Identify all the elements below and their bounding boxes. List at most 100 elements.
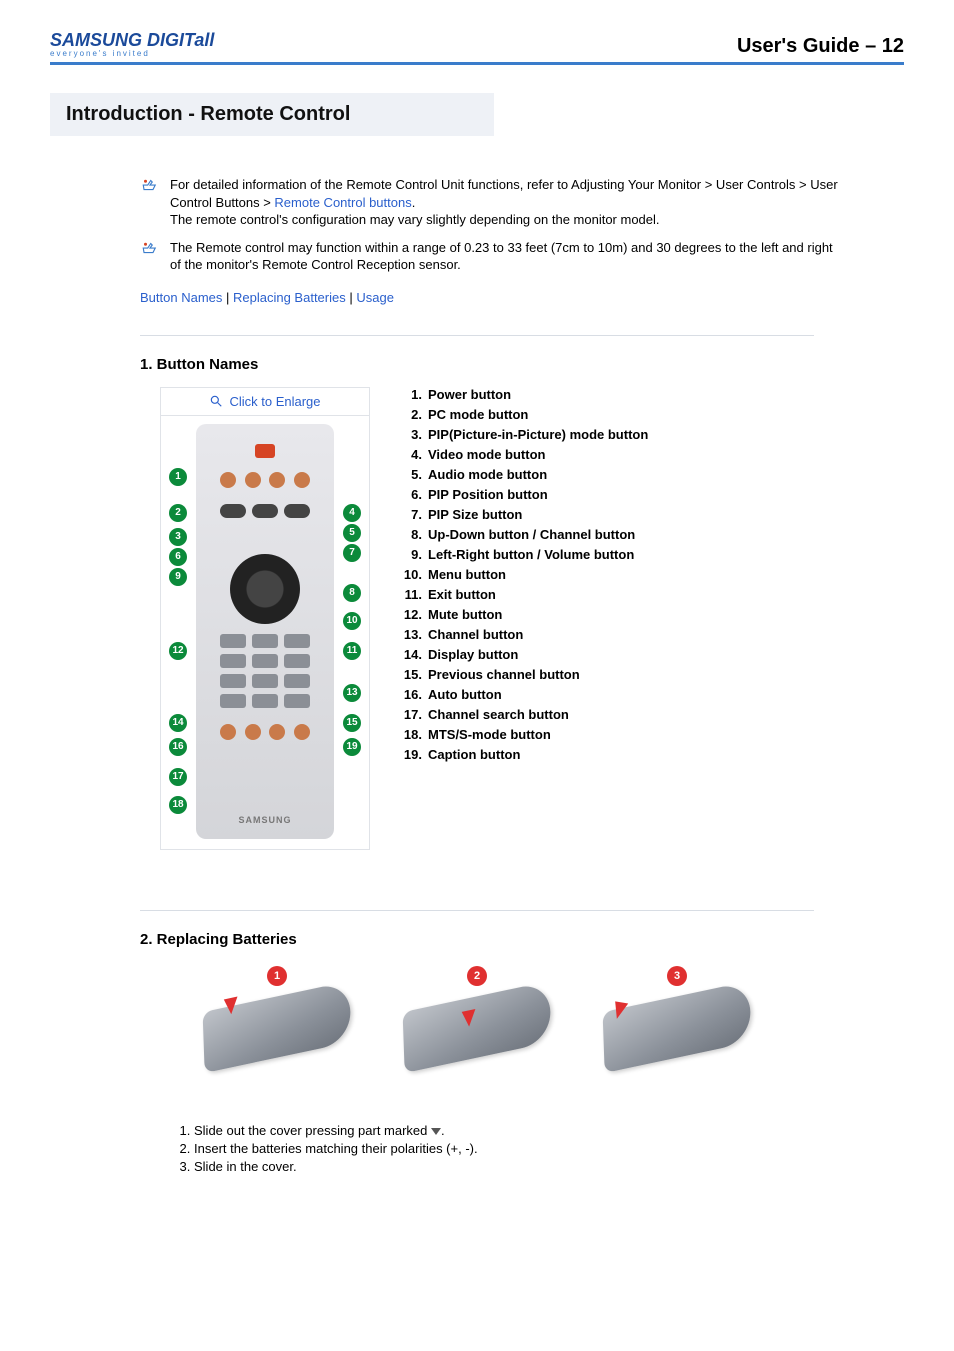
link-usage[interactable]: Usage bbox=[356, 290, 394, 305]
remote-brand-label: SAMSUNG bbox=[196, 815, 334, 825]
remote-control-buttons-link[interactable]: Remote Control buttons bbox=[274, 195, 411, 210]
section1-title: 1. Button Names bbox=[140, 356, 904, 373]
button-list-item: 5.Audio mode button bbox=[400, 467, 648, 482]
callout-badge: 10 bbox=[343, 612, 361, 630]
button-list-number: 14. bbox=[400, 647, 422, 662]
button-list-label: Left-Right button / Volume button bbox=[428, 547, 634, 562]
button-list-number: 4. bbox=[400, 447, 422, 462]
button-list-item: 4. Video mode button bbox=[400, 447, 648, 462]
button-list-number: 11. bbox=[400, 587, 422, 602]
callout-badge: 9 bbox=[169, 568, 187, 586]
battery-step-1: 1 bbox=[187, 962, 367, 1092]
brand-main: SAMSUNG DIGITall bbox=[50, 30, 214, 51]
callout-badge: 6 bbox=[169, 548, 187, 566]
badge-3: 3 bbox=[667, 966, 687, 986]
button-list-number: 7. bbox=[400, 507, 422, 522]
battery-step-3: 3 bbox=[587, 962, 767, 1092]
button-list-number: 3. bbox=[400, 427, 422, 442]
button-list-number: 12. bbox=[400, 607, 422, 622]
main-title: Introduction - Remote Control bbox=[66, 103, 478, 126]
top-rule bbox=[50, 62, 904, 65]
button-list-label: Video mode button bbox=[428, 447, 545, 462]
remote-power-key bbox=[255, 444, 275, 458]
button-list-label: MTS/S-mode button bbox=[428, 727, 551, 742]
info1-a: For detailed information of the Remote C… bbox=[170, 177, 838, 210]
badge-2: 2 bbox=[467, 966, 487, 986]
button-list-label: PIP(Picture-in-Picture) mode button bbox=[428, 427, 648, 442]
hand-point-icon bbox=[140, 176, 160, 194]
separator bbox=[140, 335, 814, 336]
click-to-enlarge-link[interactable]: Click to Enlarge bbox=[161, 388, 369, 416]
remote-dpad bbox=[230, 554, 300, 624]
callout-badge: 13 bbox=[343, 684, 361, 702]
button-list-number: 15. bbox=[400, 667, 422, 682]
button-list-number: 17. bbox=[400, 707, 422, 722]
link-button-names[interactable]: Button Names bbox=[140, 290, 222, 305]
brand-block: SAMSUNG DIGITall everyone's invited bbox=[50, 30, 214, 58]
remote-back-shape bbox=[203, 981, 352, 1073]
info-row-1: For detailed information of the Remote C… bbox=[140, 176, 844, 229]
callout-badge: 4 bbox=[343, 504, 361, 522]
sep: | bbox=[226, 290, 233, 305]
button-list-label: Power button bbox=[428, 387, 511, 402]
callout-badge: 19 bbox=[343, 738, 361, 756]
button-list-number: 10. bbox=[400, 567, 422, 582]
button-list-item: 9. Left-Right button / Volume button bbox=[400, 547, 648, 562]
button-list-label: Caption button bbox=[428, 747, 520, 762]
callout-badge: 1 bbox=[169, 468, 187, 486]
button-list-label: PIP Position button bbox=[428, 487, 548, 502]
button-list-item: 17. Channel search button bbox=[400, 707, 648, 722]
callout-badge: 8 bbox=[343, 584, 361, 602]
info1-b: . bbox=[412, 195, 416, 210]
button-list-item: 1.Power button bbox=[400, 387, 648, 402]
separator bbox=[140, 910, 814, 911]
header-row: SAMSUNG DIGITall everyone's invited User… bbox=[50, 30, 904, 58]
button-list-label: Audio mode button bbox=[428, 467, 547, 482]
button-list-number: 9. bbox=[400, 547, 422, 562]
info-text-1: For detailed information of the Remote C… bbox=[170, 176, 844, 229]
callout-badge: 5 bbox=[343, 524, 361, 542]
info-block: For detailed information of the Remote C… bbox=[140, 176, 844, 274]
callout-badge: 18 bbox=[169, 796, 187, 814]
callout-badge: 14 bbox=[169, 714, 187, 732]
button-list-item: 16.Auto button bbox=[400, 687, 648, 702]
callout-badge: 12 bbox=[169, 642, 187, 660]
info-row-2: The Remote control may function within a… bbox=[140, 239, 844, 274]
callout-badge: 15 bbox=[343, 714, 361, 732]
button-list-label: Auto button bbox=[428, 687, 502, 702]
button-list-item: 19. Caption button bbox=[400, 747, 648, 762]
battery-steps-list: Slide out the cover pressing part marked… bbox=[170, 1122, 904, 1177]
button-list-number: 8. bbox=[400, 527, 422, 542]
button-list-label: Up-Down button / Channel button bbox=[428, 527, 635, 542]
button-list-item: 6.PIP Position button bbox=[400, 487, 648, 502]
callout-badge: 11 bbox=[343, 642, 361, 660]
link-replacing-batteries[interactable]: Replacing Batteries bbox=[233, 290, 346, 305]
callout-badge: 17 bbox=[169, 768, 187, 786]
remote-body: SAMSUNG bbox=[196, 424, 334, 839]
info1-c: The remote control's configuration may v… bbox=[170, 212, 660, 227]
triangle-down-icon bbox=[431, 1128, 441, 1135]
magnify-icon bbox=[209, 394, 223, 408]
battery-images-row: 1 2 3 bbox=[50, 962, 904, 1092]
button-list-label: Mute button bbox=[428, 607, 502, 622]
button-list-item: 14.Display button bbox=[400, 647, 648, 662]
info-text-2: The Remote control may function within a… bbox=[170, 239, 844, 274]
button-list-number: 2. bbox=[400, 407, 422, 422]
button-list-label: Exit button bbox=[428, 587, 496, 602]
button-list-item: 15. Previous channel button bbox=[400, 667, 648, 682]
button-list-number: 13. bbox=[400, 627, 422, 642]
button-list-number: 18. bbox=[400, 727, 422, 742]
section2-title: 2. Replacing Batteries bbox=[140, 931, 904, 948]
remote-back-shape bbox=[403, 981, 552, 1073]
callout-badge: 16 bbox=[169, 738, 187, 756]
battery-step-text-3: Slide in the cover. bbox=[194, 1158, 904, 1176]
callout-badge: 3 bbox=[169, 528, 187, 546]
arrow-down-icon bbox=[224, 996, 238, 1015]
button-list-label: Channel search button bbox=[428, 707, 569, 722]
button-list-item: 18. MTS/S-mode button bbox=[400, 727, 648, 742]
button-names-row: Click to Enlarge SAMSUNG 123456789101112… bbox=[160, 387, 904, 850]
badge-1: 1 bbox=[267, 966, 287, 986]
button-list-number: 19. bbox=[400, 747, 422, 762]
button-list-label: Previous channel button bbox=[428, 667, 580, 682]
quick-links: Button Names | Replacing Batteries | Usa… bbox=[140, 290, 904, 305]
